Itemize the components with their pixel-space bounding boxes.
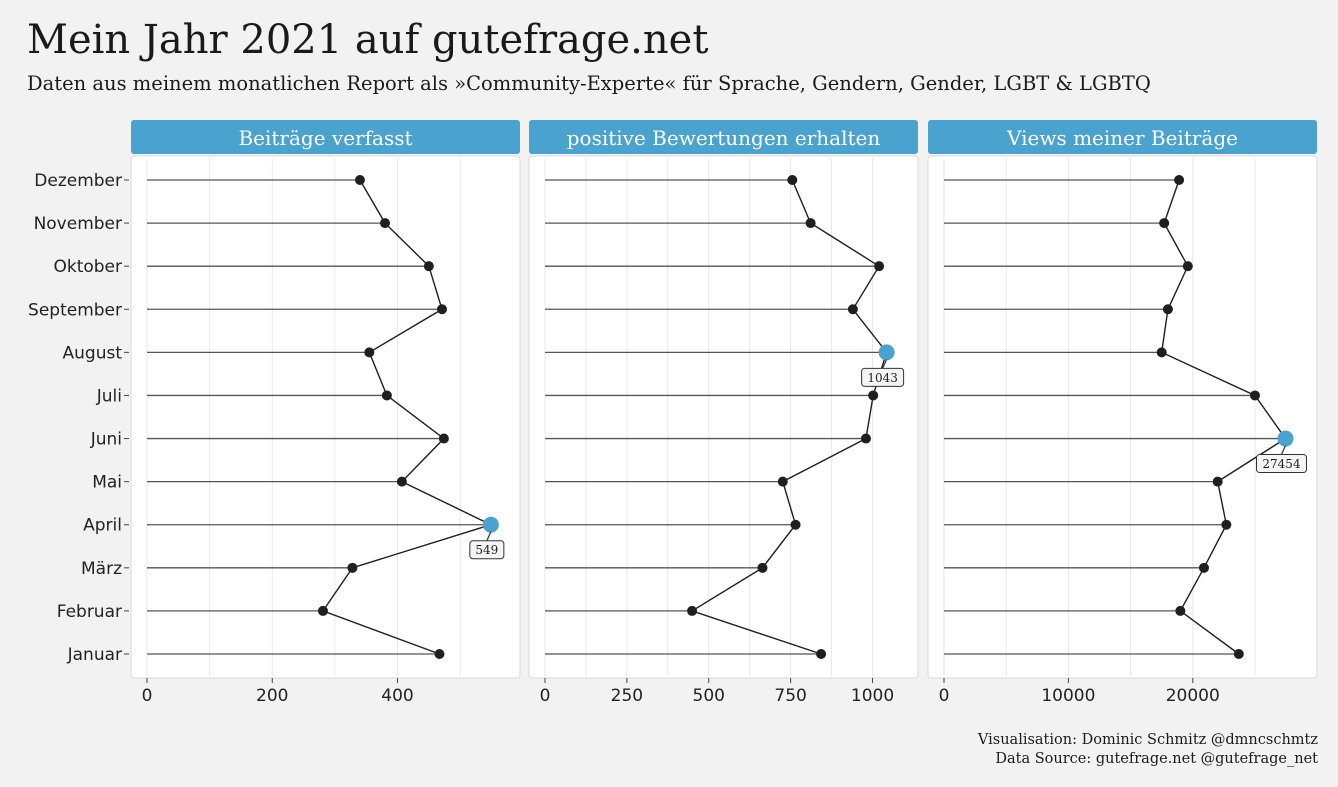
- point-januar: [816, 649, 827, 659]
- strip-label: positive Bewertungen erhalten: [567, 126, 881, 150]
- x-tick-label: 20000: [1166, 686, 1220, 706]
- max-label-connector: [486, 531, 492, 541]
- point-september: [1162, 304, 1173, 315]
- point-april: [1221, 519, 1232, 530]
- x-tick-label: 200: [256, 686, 288, 706]
- point-januar: [1233, 649, 1244, 659]
- max-label-box: [1256, 454, 1308, 474]
- point-dezember: [1174, 175, 1185, 185]
- point-oktober: [423, 261, 434, 272]
- y-tick-label-september: September: [28, 300, 122, 320]
- point-juli: [381, 390, 392, 401]
- chart-subtitle: Daten aus meinem monatlichen Report als …: [27, 72, 1151, 95]
- caption-visualisation: Visualisation: Dominic Schmitz @dmncschm…: [977, 732, 1318, 748]
- panel-background: [130, 155, 521, 679]
- point-februar: [687, 605, 698, 616]
- point-dezember: [354, 175, 365, 185]
- panel-views-meiner-beitraege: Views meiner Beiträge 0 10000 20000 27454: [927, 120, 1318, 706]
- y-tick-label-mai: Mai: [92, 473, 122, 493]
- series-line: [321, 179, 493, 655]
- y-tick-label-november: November: [34, 214, 122, 234]
- point-oktober: [874, 261, 885, 272]
- y-tick-label-august: August: [63, 343, 123, 363]
- y-tick-label-april: April: [83, 516, 122, 536]
- panel-positive-bewertungen-erhalten: positive Bewertungen erhalten 0 250 500 750 1…: [528, 120, 919, 706]
- chart-title: Mein Jahr 2021 auf gutefrage.net: [27, 17, 709, 63]
- y-tick-label-januar: Januar: [67, 645, 122, 665]
- strip-background: [131, 120, 520, 154]
- point-juli: [868, 390, 879, 401]
- point-maerz: [757, 562, 768, 573]
- max-point-juni: [1277, 430, 1294, 447]
- strip-label: Views meiner Beiträge: [1006, 126, 1238, 150]
- y-tick-label-dezember: Dezember: [34, 171, 122, 191]
- max-label: 27454: [1262, 457, 1301, 471]
- point-august: [1156, 347, 1167, 358]
- point-mai: [1212, 476, 1223, 487]
- caption-source: Data Source: gutefrage.net @gutefrage_ne…: [995, 751, 1318, 767]
- x-tick-label: 250: [611, 686, 643, 706]
- point-dezember: [787, 175, 798, 185]
- point-september: [847, 304, 858, 315]
- max-label-box: [469, 540, 505, 560]
- series-line: [1160, 179, 1287, 655]
- point-november: [805, 218, 816, 229]
- x-tick-label: 400: [381, 686, 413, 706]
- max-label-connector: [1280, 445, 1287, 455]
- panel-background: [528, 155, 919, 679]
- point-juni: [860, 433, 871, 444]
- max-label: 549: [475, 543, 498, 557]
- x-tick-label: 0: [939, 686, 950, 706]
- y-tick-label-maerz: März: [81, 559, 122, 579]
- y-tick-label-oktober: Oktober: [53, 257, 122, 277]
- point-november: [380, 218, 390, 229]
- max-label-box: [861, 367, 905, 387]
- point-mai: [777, 476, 788, 487]
- strip-background: [529, 120, 918, 154]
- point-februar: [1175, 605, 1186, 616]
- max-label: 1043: [867, 371, 898, 385]
- x-tick-label: 0: [540, 686, 551, 706]
- x-tick-label: 0: [142, 686, 153, 706]
- y-tick-label-juli: Juli: [96, 386, 122, 406]
- y-tick-label-juni: Juni: [90, 430, 122, 450]
- panel-background: [927, 155, 1318, 679]
- max-point-april: [482, 516, 499, 533]
- x-tick-label: 750: [774, 686, 806, 706]
- point-oktober: [1182, 261, 1193, 272]
- max-label-connector: [882, 359, 888, 369]
- panel-beitraege-verfasst: Beiträge verfasst 0 200 400 549: [130, 120, 521, 706]
- point-april: [790, 519, 801, 530]
- x-tick-label: 1000: [851, 686, 894, 706]
- strip-background: [928, 120, 1317, 154]
- point-januar: [434, 649, 445, 659]
- point-mai: [396, 476, 407, 487]
- x-tick-label: 10000: [1041, 686, 1095, 706]
- point-maerz: [1198, 562, 1209, 573]
- max-point-august: [878, 344, 895, 361]
- point-februar: [317, 605, 328, 616]
- point-maerz: [347, 562, 358, 573]
- point-september: [436, 304, 447, 315]
- caption: Visualisation: Dominic Schmitz @dmncschm…: [978, 731, 1318, 769]
- series-line: [690, 179, 888, 655]
- point-november: [1159, 218, 1170, 229]
- point-juni: [438, 433, 449, 444]
- point-juli: [1249, 390, 1260, 401]
- strip-label: Beiträge verfasst: [238, 126, 412, 150]
- x-tick-label: 500: [693, 686, 725, 706]
- point-august: [364, 347, 375, 358]
- y-tick-label-februar: Februar: [57, 602, 122, 622]
